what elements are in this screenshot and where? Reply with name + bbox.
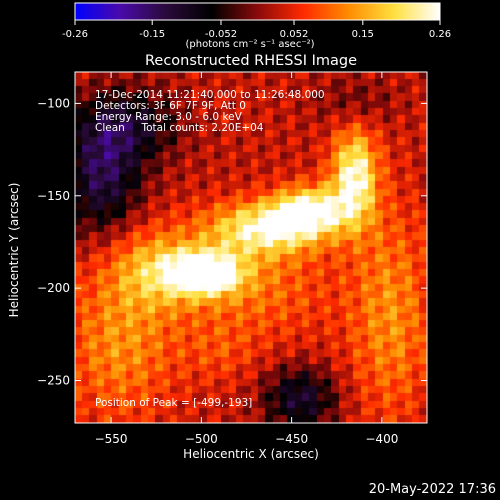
colorbar-tick-label: -0.26	[62, 29, 88, 40]
colorbar-bar	[74, 2, 441, 21]
info-line-counts: Clean Total counts: 2.20E+04	[95, 122, 264, 134]
colorbar-tick-label: 0.26	[429, 29, 451, 40]
x-tick-label: −450	[275, 432, 308, 446]
x-axis-label: Heliocentric X (arcsec)	[183, 447, 319, 461]
info-line-detectors: Detectors: 3F 6F 7F 9F, Att 0	[95, 100, 246, 112]
timestamp: 20-May-2022 17:36	[368, 482, 496, 497]
info-line-time: 17-Dec-2014 11:21:40.000 to 11:26:48.000	[95, 89, 325, 101]
colorbar-units: (photons cm⁻² s⁻¹ asec⁻²)	[185, 39, 315, 50]
colorbar-tick-label: 0.15	[352, 29, 374, 40]
colorbar-tick-label: 0.052	[280, 29, 309, 40]
colorbar-tick-label: -0.15	[139, 29, 165, 40]
heatmap-image	[75, 72, 427, 423]
x-tick-label: −400	[365, 432, 398, 446]
colorbar-ticks: -0.26 -0.15 -0.052 0.052 0.15 0.26	[62, 20, 451, 40]
peak-position-label: Position of Peak = [-499,-193]	[95, 397, 253, 409]
y-tick-label: −250	[37, 374, 70, 388]
x-tick-label: −500	[185, 432, 218, 446]
colorbar: -0.26 -0.15 -0.052 0.052 0.15 0.26	[62, 2, 451, 40]
y-axis: −100 −150 −200 −250	[37, 96, 427, 388]
x-axis: −550 −500 −450 −400	[95, 72, 398, 446]
image-frame	[75, 72, 427, 423]
chart-title: Reconstructed RHESSI Image	[144, 53, 357, 69]
plot-frame	[74, 71, 428, 424]
y-tick-label: −100	[37, 96, 70, 110]
x-tick-label: −550	[95, 432, 128, 446]
y-tick-label: −150	[37, 189, 70, 203]
y-tick-label: −200	[37, 281, 70, 295]
info-line-energy: Energy Range: 3.0 - 6.0 keV	[95, 111, 242, 123]
y-axis-label: Heliocentric Y (arcsec)	[7, 182, 21, 318]
colorbar-tick-label: -0.052	[205, 29, 237, 40]
